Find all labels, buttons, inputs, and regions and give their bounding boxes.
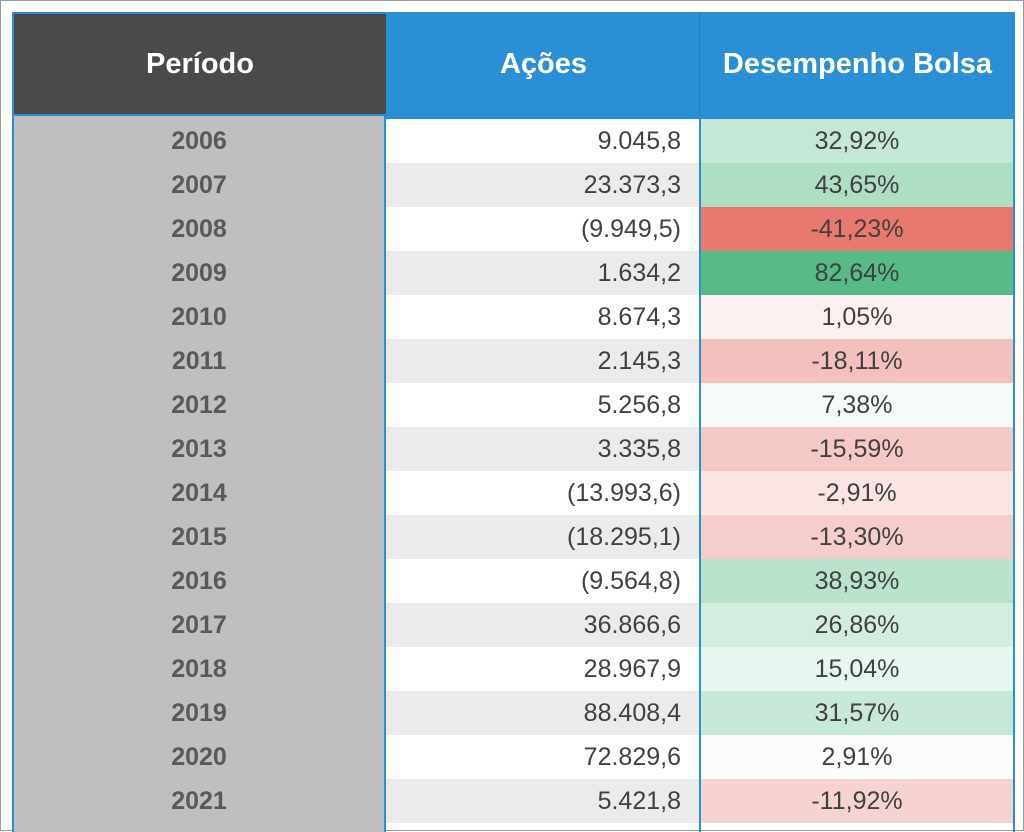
table-header: Período Ações Desempenho Bolsa <box>12 12 1015 116</box>
acoes-cell: 88.408,4 <box>386 691 699 735</box>
periodo-cell: 2015 <box>171 522 227 551</box>
table-row: 2020 72.829,6 2,91% <box>12 735 1015 779</box>
desempenho-cell: 7,38% <box>701 383 1013 427</box>
desempenho-cell: -13,30% <box>701 515 1013 559</box>
header-periodo: Período <box>12 12 386 116</box>
acoes-cell: 1.634,2 <box>386 251 699 295</box>
desempenho-cell: -11,92% <box>701 779 1013 823</box>
periodo-cell: 2009 <box>171 258 227 287</box>
desempenho-cell: 26,86% <box>701 603 1013 647</box>
desempenho-cell: 43,65% <box>701 163 1013 207</box>
periodo-cell: 2006 <box>171 126 227 155</box>
acoes-cell: 8.674,3 <box>386 295 699 339</box>
periodo-cell: 2017 <box>171 610 227 639</box>
table-row: 2011 2.145,3 -18,11% <box>12 339 1015 383</box>
table-row: 2013 3.335,8 -15,59% <box>12 427 1015 471</box>
periodo-cell: 2012 <box>171 390 227 419</box>
table-row: 2017 36.866,6 26,86% <box>12 603 1015 647</box>
desempenho-cell: 31,57% <box>701 691 1013 735</box>
acoes-cell: 23.373,3 <box>386 163 699 207</box>
periodo-cell: 2014 <box>171 478 227 507</box>
acoes-cell: 5.421,8 <box>386 779 699 823</box>
table-row: 2007 23.373,3 43,65% <box>12 163 1015 207</box>
table-right-border <box>1013 116 1015 832</box>
desempenho-cell: 38,93% <box>701 559 1013 603</box>
table-row: 2008 (9.949,5) -41,23% <box>12 207 1015 251</box>
table-row: 2019 88.408,4 31,57% <box>12 691 1015 735</box>
header-desempenho-bolsa: Desempenho Bolsa <box>700 12 1015 116</box>
acoes-cell: (13.993,6) <box>386 471 699 515</box>
table-row: 2015 (18.295,1) -13,30% <box>12 515 1015 559</box>
desempenho-cell: -41,23% <box>701 207 1013 251</box>
table-row: 2010 8.674,3 1,05% <box>12 295 1015 339</box>
desempenho-cell: 82,64% <box>701 251 1013 295</box>
periodo-cell: 2007 <box>171 170 227 199</box>
periodo-cell: 2008 <box>171 214 227 243</box>
table-row: 2014 (13.993,6) -2,91% <box>12 471 1015 515</box>
desempenho-cell: -15,59% <box>701 427 1013 471</box>
acoes-cell: 5.256,8 <box>386 383 699 427</box>
acoes-cell: (18.295,1) <box>386 515 699 559</box>
desempenho-cell: -18,11% <box>701 339 1013 383</box>
acoes-cell: (9.949,5) <box>386 207 699 251</box>
desempenho-cell: 1,05% <box>701 295 1013 339</box>
periodo-cell: 2019 <box>171 698 227 727</box>
table-row: 2009 1.634,2 82,64% <box>12 251 1015 295</box>
acoes-cell: 72.829,6 <box>386 735 699 779</box>
periodo-cell: 2010 <box>171 302 227 331</box>
desempenho-cell: 2,91% <box>701 735 1013 779</box>
table-row: 2018 28.967,9 15,04% <box>12 647 1015 691</box>
periodo-cell: 2013 <box>171 434 227 463</box>
periodo-cell: 2020 <box>171 742 227 771</box>
table-body: 2006 9.045,8 32,92% 2007 23.373,3 43,65% 2008 (… <box>12 116 1015 832</box>
periodo-cell: 2011 <box>171 346 227 375</box>
performance-table: Período Ações Desempenho Bolsa 2006 9.045… <box>12 12 1015 832</box>
acoes-cell: 28.967,9 <box>386 647 699 691</box>
periodo-cell: 2016 <box>171 566 227 595</box>
periodo-column-background <box>12 116 386 832</box>
periodo-cell: 2018 <box>171 654 227 683</box>
desempenho-cell: -2,91% <box>701 471 1013 515</box>
table-row: 2006 9.045,8 32,92% <box>12 119 1015 163</box>
acoes-cell: (9.564,8) <box>386 559 699 603</box>
acoes-cell: 9.045,8 <box>386 119 699 163</box>
column-divider <box>384 116 386 832</box>
desempenho-cell: 32,92% <box>701 119 1013 163</box>
table-row: 2021 5.421,8 -11,92% <box>12 779 1015 823</box>
periodo-cell: 2021 <box>171 786 227 815</box>
acoes-cell: 36.866,6 <box>386 603 699 647</box>
acoes-cell: 2.145,3 <box>386 339 699 383</box>
column-divider <box>699 116 701 832</box>
acoes-cell: 3.335,8 <box>386 427 699 471</box>
header-acoes: Ações <box>386 12 700 116</box>
desempenho-cell: 15,04% <box>701 647 1013 691</box>
table-row: 2016 (9.564,8) 38,93% <box>12 559 1015 603</box>
table-row: 2012 5.256,8 7,38% <box>12 383 1015 427</box>
